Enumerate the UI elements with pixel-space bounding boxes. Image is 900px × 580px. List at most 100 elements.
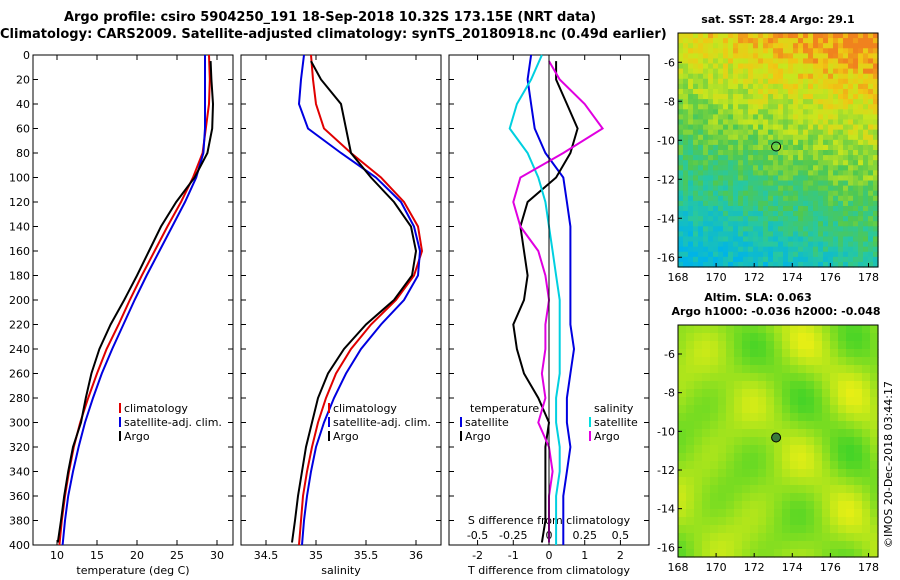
legend-sal-label: satellite-adj. clim. — [333, 416, 431, 429]
map-xtick-label: 168 — [668, 271, 689, 284]
xlabel-temperature: temperature (deg C) — [76, 564, 189, 577]
map-ytick-label: -10 — [657, 134, 675, 147]
legend-tdiff-heading: temperature — [470, 402, 539, 415]
map-ytick-label: -6 — [664, 56, 675, 69]
map-ytick-label: -16 — [657, 251, 675, 264]
map-xtick-label: 170 — [706, 561, 727, 574]
map-ytick-label: -10 — [657, 425, 675, 438]
legend-sal-label: Argo — [333, 430, 359, 443]
xtick-label-tdiff: -2 — [472, 549, 483, 562]
xtick-label-temperature: 25 — [170, 549, 184, 562]
map-sla-title: Altim. SLA: 0.063 — [704, 291, 811, 304]
ytick-label: 80 — [16, 147, 30, 160]
xtick-label-temperature: 10 — [50, 549, 64, 562]
map-sla-cells — [678, 325, 879, 558]
ytick-label: 360 — [9, 490, 30, 503]
series-tdiff-salinity-satellite — [508, 54, 561, 545]
ytick-label: 220 — [9, 319, 30, 332]
map-frame-sst — [677, 32, 879, 268]
ytick-label: 160 — [9, 245, 30, 258]
argo-position-marker — [771, 432, 782, 443]
xtick-top-label: -0.5 — [467, 529, 488, 542]
map-xtick-label: 178 — [858, 561, 879, 574]
xtick-label-temperature: 20 — [130, 549, 144, 562]
ytick-label: 0 — [23, 49, 30, 62]
xlabel-tdiff: T difference from climatology — [467, 564, 630, 577]
ytick-label: 260 — [9, 368, 30, 381]
xtick-label-tdiff: 1 — [581, 549, 588, 562]
map-xtick-label: 174 — [782, 561, 803, 574]
map-ytick-label: -8 — [664, 95, 675, 108]
ytick-label: 40 — [16, 98, 30, 111]
map-sst-title: sat. SST: 28.4 Argo: 29.1 — [701, 13, 854, 26]
map-xtick-label: 178 — [858, 271, 879, 284]
map-ytick-label: -12 — [657, 173, 675, 186]
title-line-2: Climatology: CARS2009. Satellite-adjuste… — [0, 27, 667, 42]
map-sla-subtitle: Argo h1000: -0.036 h2000: -0.048 — [671, 305, 880, 318]
ytick-label: 400 — [9, 539, 30, 552]
argo-position-marker — [771, 141, 782, 152]
ytick-label: 200 — [9, 294, 30, 307]
map-xtick-label: 176 — [820, 271, 841, 284]
ytick-label: 340 — [9, 466, 30, 479]
ytick-label: 240 — [9, 343, 30, 356]
ytick-label: 20 — [16, 74, 30, 87]
ytick-label: 140 — [9, 221, 30, 234]
map-xtick-label: 172 — [744, 561, 765, 574]
map-ytick-label: -16 — [657, 541, 675, 554]
xtick-top-label: 0.5 — [612, 529, 630, 542]
map-ytick-label: -6 — [664, 348, 675, 361]
title-line-1: Argo profile: csiro 5904250_191 18-Sep-2… — [63, 10, 597, 25]
map-sst-cells — [678, 33, 879, 268]
legend-sdiff-label: Argo — [594, 430, 620, 443]
ytick-label: 300 — [9, 417, 30, 430]
xtick-label-temperature: 15 — [90, 549, 104, 562]
series-temperature-satellite-adj-clim- — [61, 55, 206, 546]
map-xtick-label: 174 — [782, 271, 803, 284]
map-ytick-label: -12 — [657, 464, 675, 477]
map-xtick-label: 170 — [706, 271, 727, 284]
ytick-label: 180 — [9, 270, 30, 283]
map-ytick-label: -14 — [657, 503, 675, 516]
map-ytick-label: -14 — [657, 212, 675, 225]
map-frame-sla — [677, 324, 879, 558]
series-temperature-argo — [56, 61, 215, 543]
series-tdiff-temperature-argo — [512, 61, 579, 543]
series-salinity-argo — [291, 60, 418, 543]
legend-temp-label: satellite-adj. clim. — [124, 416, 222, 429]
xtick-label-salinity: 36 — [409, 549, 423, 562]
ytick-label: 100 — [9, 172, 30, 185]
legend-sdiff-heading: salinity — [594, 402, 634, 415]
legend-tdiff-label: satellite — [465, 416, 509, 429]
legend-temp-label: climatology — [124, 402, 188, 415]
legend-sal-label: climatology — [333, 402, 397, 415]
xtick-label-tdiff: -1 — [508, 549, 519, 562]
xtick-label-tdiff: 0 — [546, 549, 553, 562]
legend-sdiff-label: satellite — [594, 416, 638, 429]
map-ytick-label: -8 — [664, 387, 675, 400]
map-xtick-label: 172 — [744, 271, 765, 284]
ytick-label: 380 — [9, 515, 30, 528]
xtick-label-salinity: 35 — [309, 549, 323, 562]
xtick-label-tdiff: 2 — [617, 549, 624, 562]
xtick-label-salinity: 35.5 — [354, 549, 379, 562]
panel-frame-salinity — [240, 54, 442, 546]
ytick-label: 120 — [9, 196, 30, 209]
xtick-label-temperature: 30 — [210, 549, 224, 562]
ytick-label: 280 — [9, 392, 30, 405]
series-tdiff-temperature-satellite — [526, 54, 576, 545]
xtick-label-salinity: 34.5 — [254, 549, 279, 562]
xtick-top-label: -0.25 — [499, 529, 527, 542]
xtick-top-label: 0.25 — [572, 529, 597, 542]
ytick-label: 320 — [9, 441, 30, 454]
legend-tdiff-label: Argo — [465, 430, 491, 443]
series-salinity-climatology — [298, 54, 424, 546]
map-xtick-label: 176 — [820, 561, 841, 574]
map-xtick-label: 168 — [668, 561, 689, 574]
series-salinity-satellite-adj-clim- — [297, 54, 422, 546]
xlabel-salinity: salinity — [321, 564, 361, 577]
panel-frame-temperature — [32, 54, 234, 546]
legend-temp-label: Argo — [124, 430, 150, 443]
ytick-label: 60 — [16, 123, 30, 136]
